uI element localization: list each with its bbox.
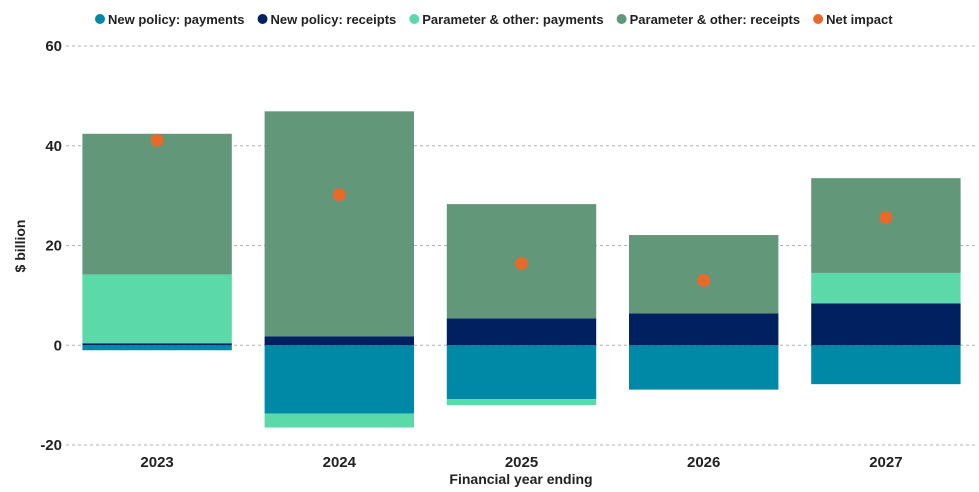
x-tick-label: 2025 [505,454,538,471]
x-tick-label: 2026 [687,454,720,471]
bar-new-policy-receipts-2027 [811,303,961,346]
legend-label-new-policy-payments: New policy: payments [108,12,245,27]
legend-label-new-policy-receipts: New policy: receipts [271,12,397,27]
bar-parameter-other-receipts-2027 [811,178,961,273]
bars [82,111,961,428]
legend-label-parameter-other-payments: Parameter & other: payments [422,12,603,27]
point-net-impact-2024 [332,188,346,202]
legend-marker-new-policy-receipts [257,14,268,24]
legend-label-net-impact: Net impact [826,12,893,27]
bar-parameter-other-receipts-2024 [264,111,415,337]
point-net-impact-2025 [515,256,528,270]
y-tick-label: 60 [45,38,62,55]
point-net-impact-2027 [879,211,893,225]
legend: New policy: payments New policy: receipts… [95,12,893,27]
legend-marker-new-policy-payments [95,14,105,24]
bar-new-policy-payments-2024 [264,345,415,414]
y-axis-title: $ billion [12,220,28,273]
bar-new-policy-payments-2027 [811,345,961,385]
bar-parameter-other-payments-2025 [446,399,597,406]
point-net-impact-2023 [150,133,164,147]
bar-parameter-other-payments-2023 [82,274,232,344]
legend-marker-parameter-other-payments [409,14,420,24]
bar-parameter-other-receipts-2023 [82,133,232,275]
bar-new-policy-payments-2026 [628,345,779,390]
x-tick-labels: 2023 2024 2025 2026 2027 [140,454,902,471]
point-net-impact-2026 [697,273,711,287]
bar-new-policy-receipts-2026 [628,313,779,346]
y-tick-label: 40 [45,138,62,155]
x-tick-label: 2027 [869,454,902,471]
y-tick-label: 20 [45,238,62,255]
y-tick-labels: -20 0 20 40 60 [40,38,62,454]
x-tick-label: 2024 [323,454,357,471]
bar-new-policy-payments-2023 [82,345,232,351]
bar-new-policy-receipts-2024 [264,336,415,346]
bar-parameter-other-payments-2027 [811,272,961,304]
legend-marker-net-impact [813,14,824,24]
x-tick-label: 2023 [140,454,173,471]
net-impact-points [150,133,893,287]
y-tick-label: 0 [54,337,62,354]
y-tick-label: -20 [40,437,62,454]
x-axis-title: Financial year ending [449,471,592,487]
bar-new-policy-payments-2025 [446,345,597,400]
legend-marker-parameter-other-receipts [616,14,627,24]
bar-parameter-other-payments-2024 [264,413,415,428]
bar-new-policy-receipts-2025 [446,318,597,346]
bar-new-policy-receipts-2023 [82,343,232,346]
legend-label-parameter-other-receipts: Parameter & other: receipts [630,12,801,27]
